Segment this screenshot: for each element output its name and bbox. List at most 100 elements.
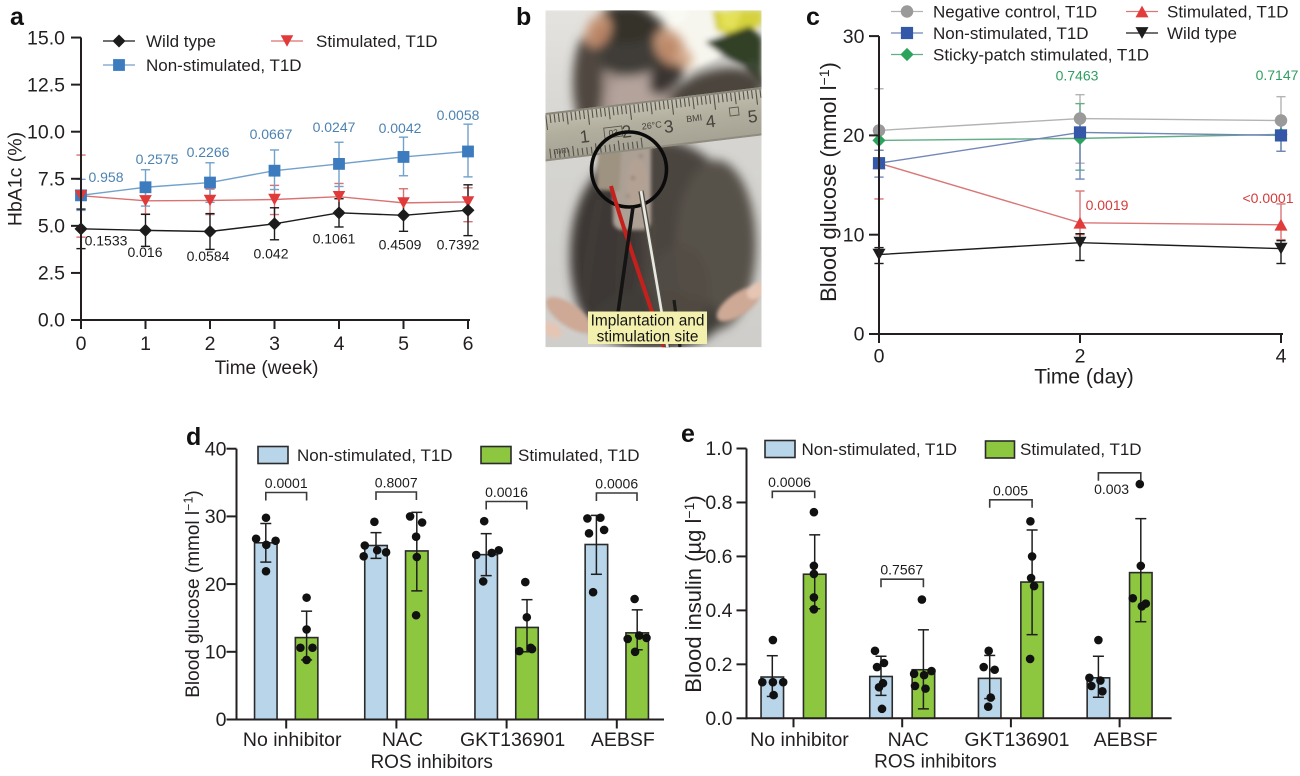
svg-text:Wild type: Wild type — [1167, 24, 1237, 43]
svg-text:Time (week): Time (week) — [215, 358, 319, 379]
svg-text:0.6: 0.6 — [705, 546, 732, 568]
svg-text:0: 0 — [874, 346, 885, 368]
svg-text:20: 20 — [843, 125, 865, 147]
svg-text:Wild type: Wild type — [146, 32, 216, 51]
svg-text:Implantation and: Implantation and — [591, 313, 705, 330]
svg-text:0.4509: 0.4509 — [379, 236, 422, 252]
svg-text:4: 4 — [334, 333, 345, 355]
svg-text:Negative control, T1D: Negative control, T1D — [933, 3, 1097, 22]
svg-text:0.0001: 0.0001 — [265, 475, 308, 491]
svg-text:2: 2 — [1075, 346, 1086, 368]
svg-text:Blood glucose (mmol l−1): Blood glucose (mmol l−1) — [816, 62, 841, 302]
svg-text:0.0584: 0.0584 — [187, 248, 230, 264]
svg-text:0.2266: 0.2266 — [187, 144, 230, 160]
svg-text:0: 0 — [76, 333, 87, 355]
svg-text:5: 5 — [747, 106, 759, 127]
svg-text:0.8007: 0.8007 — [375, 475, 418, 491]
svg-text:0.7567: 0.7567 — [880, 562, 923, 578]
svg-text:0.0006: 0.0006 — [595, 476, 638, 492]
svg-text:10: 10 — [843, 224, 865, 246]
svg-text:7.5: 7.5 — [38, 169, 65, 191]
svg-text:0.0006: 0.0006 — [768, 474, 811, 490]
svg-text:0.0042: 0.0042 — [379, 120, 422, 136]
svg-text:12.5: 12.5 — [27, 74, 65, 96]
svg-text:mm: mm — [553, 144, 570, 157]
svg-text:0.1533: 0.1533 — [85, 233, 128, 249]
svg-text:40: 40 — [205, 438, 227, 460]
svg-text:GKT136901: GKT136901 — [964, 729, 1069, 751]
svg-text:0.005: 0.005 — [993, 483, 1028, 499]
svg-text:0: 0 — [216, 709, 227, 731]
svg-text:No inhibitor: No inhibitor — [243, 729, 342, 751]
svg-text:0.0667: 0.0667 — [250, 126, 293, 142]
svg-text:5: 5 — [398, 333, 409, 355]
svg-text:ROS inhibitors: ROS inhibitors — [370, 752, 493, 773]
svg-text:Stimulated, T1D: Stimulated, T1D — [1167, 3, 1289, 22]
svg-text:1.0: 1.0 — [705, 438, 732, 460]
svg-text:NAC: NAC — [382, 729, 423, 751]
svg-text:0.1061: 0.1061 — [313, 230, 356, 246]
svg-text:4: 4 — [705, 111, 717, 132]
svg-text:AEBSF: AEBSF — [1094, 729, 1158, 751]
svg-text:stimulation site: stimulation site — [597, 329, 699, 346]
svg-text:5.0: 5.0 — [38, 216, 65, 238]
svg-text:20: 20 — [205, 574, 227, 596]
svg-text:3: 3 — [663, 116, 675, 137]
svg-text:0.0: 0.0 — [38, 310, 65, 332]
svg-text:15.0: 15.0 — [27, 27, 65, 49]
svg-text:2.5: 2.5 — [38, 263, 65, 285]
svg-text:0.0: 0.0 — [705, 708, 732, 730]
svg-text:0.7392: 0.7392 — [437, 236, 480, 252]
svg-text:d: d — [186, 423, 201, 451]
svg-text:c: c — [806, 3, 820, 31]
svg-text:Non-stimulated, T1D: Non-stimulated, T1D — [146, 56, 302, 75]
svg-text:26°C: 26°C — [641, 119, 663, 131]
svg-text:10: 10 — [205, 642, 227, 664]
svg-text:3: 3 — [269, 333, 280, 355]
svg-text:30: 30 — [205, 506, 227, 528]
svg-text:Non-stimulated, T1D: Non-stimulated, T1D — [802, 440, 958, 459]
svg-text:4: 4 — [1276, 346, 1287, 368]
svg-text:ROS inhibitors: ROS inhibitors — [874, 752, 997, 773]
svg-text:0: 0 — [854, 324, 865, 346]
svg-text:Stimulated, T1D: Stimulated, T1D — [1020, 440, 1142, 459]
svg-text:0.7463: 0.7463 — [1056, 68, 1099, 84]
svg-text:0.042: 0.042 — [253, 246, 288, 262]
svg-text:GKT136901: GKT136901 — [460, 729, 565, 751]
svg-text:<0.0001: <0.0001 — [1243, 190, 1294, 206]
svg-text:No inhibitor: No inhibitor — [750, 729, 849, 751]
svg-text:03: 03 — [608, 127, 619, 138]
svg-text:a: a — [10, 3, 25, 31]
svg-text:10.0: 10.0 — [27, 121, 65, 143]
svg-text:AEBSF: AEBSF — [591, 729, 655, 751]
svg-text:Stimulated, T1D: Stimulated, T1D — [316, 32, 438, 51]
svg-text:Sticky-patch stimulated, T1D: Sticky-patch stimulated, T1D — [933, 46, 1149, 65]
svg-text:0.003: 0.003 — [1094, 481, 1129, 497]
svg-text:Time (day): Time (day) — [1034, 366, 1134, 389]
svg-text:Blood insulin (µg l−1): Blood insulin (µg l−1) — [681, 495, 706, 692]
svg-text:6: 6 — [463, 333, 474, 355]
svg-text:30: 30 — [843, 26, 865, 48]
svg-text:HbA1c (%): HbA1c (%) — [5, 132, 27, 226]
svg-text:0.0016: 0.0016 — [485, 484, 528, 500]
svg-text:1: 1 — [140, 333, 151, 355]
svg-text:e: e — [681, 420, 695, 448]
svg-text:Non-stimulated, T1D: Non-stimulated, T1D — [933, 24, 1089, 43]
svg-text:2: 2 — [205, 333, 216, 355]
svg-text:0.8: 0.8 — [705, 492, 732, 514]
svg-text:0.0058: 0.0058 — [437, 107, 480, 123]
svg-text:BMI: BMI — [686, 112, 703, 124]
svg-text:NAC: NAC — [888, 729, 929, 751]
svg-text:0.0019: 0.0019 — [1086, 197, 1129, 213]
svg-text:0.2575: 0.2575 — [136, 151, 179, 167]
svg-text:b: b — [516, 3, 531, 31]
svg-text:Stimulated, T1D: Stimulated, T1D — [518, 446, 640, 465]
svg-text:0.2: 0.2 — [705, 654, 732, 676]
svg-text:0.958: 0.958 — [88, 169, 123, 185]
svg-text:0.7147: 0.7147 — [1256, 67, 1299, 83]
svg-text:1: 1 — [579, 126, 591, 147]
svg-text:Blood glucose (mmol l−1): Blood glucose (mmol l−1) — [182, 490, 205, 698]
svg-text:0.0247: 0.0247 — [313, 119, 356, 135]
svg-text:0.016: 0.016 — [127, 244, 162, 260]
svg-text:0.4: 0.4 — [705, 600, 732, 622]
